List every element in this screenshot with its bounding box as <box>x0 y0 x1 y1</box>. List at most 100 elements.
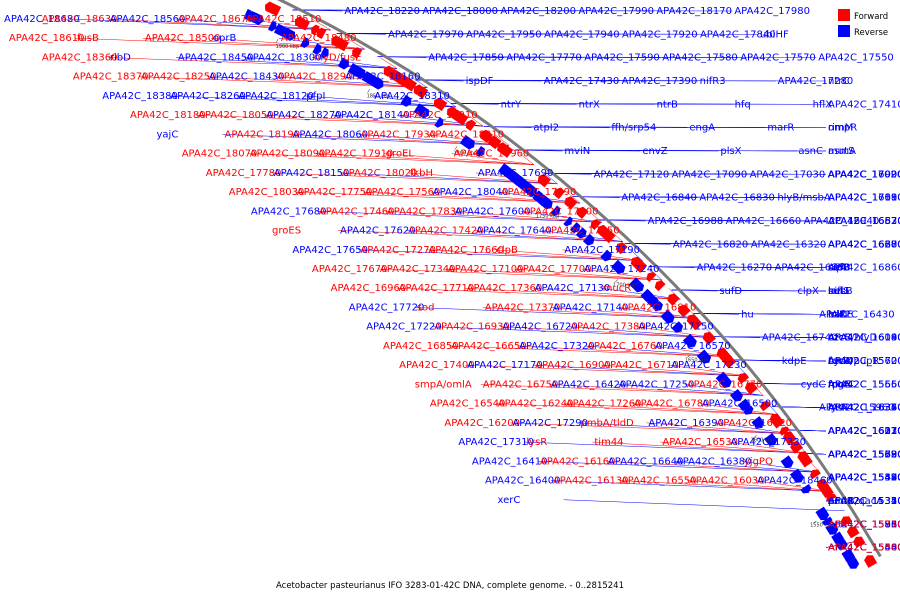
scale-tick-label: 1700 kbp <box>613 283 637 289</box>
reverse-gene-arrow <box>372 77 384 90</box>
reverse-gene-label: ffh/srp54 <box>611 123 656 134</box>
reverse-gene-label: APA42C_16660 <box>726 216 802 227</box>
reverse-gene-arrow <box>312 43 322 55</box>
forward-gene-label: APA42C_17560 <box>365 187 441 198</box>
forward-gene-label: fusB <box>77 33 99 44</box>
reverse-gene-label: APA42C_17090 <box>672 169 748 180</box>
reverse-gene-label: APA42C_15720 <box>828 449 900 460</box>
reverse-gene-label: APA42C_16870 <box>828 216 900 227</box>
reverse-gene-label: APA42C_16280 <box>828 239 900 250</box>
reverse-gene-label: APA42C_16820 <box>673 239 749 250</box>
forward-gene-arrow <box>677 304 691 318</box>
reverse-gene-label: APA42C_15860 <box>828 519 900 530</box>
forward-gene-arrow <box>491 138 502 150</box>
reverse-gene-label: mutS <box>828 146 854 157</box>
reverse-gene-arrow <box>575 227 587 239</box>
reverse-gene-label: emrB/qacA <box>828 496 883 507</box>
reverse-gene-label: marR <box>767 123 794 134</box>
reverse-gene-label: APA42C_18140 <box>334 110 410 121</box>
reverse-gene-label: APA42C_16270 <box>697 263 773 274</box>
reverse-gene-label: APA42C_15490 <box>828 473 900 484</box>
forward-gene-label: hlyD/fusE <box>314 52 362 63</box>
forward-gene-label: APA42C_17830 <box>387 206 463 217</box>
legend-reverse-label: Reverse <box>854 28 888 38</box>
reverse-gene-arrow <box>614 263 626 275</box>
legend-reverse-swatch <box>838 25 850 37</box>
reverse-gene-label: APA42C_17140 <box>553 302 629 313</box>
label-connector-line <box>630 249 643 261</box>
forward-gene-label: APA42C_17340 <box>380 264 456 275</box>
scale-tick-label: 1850 kbp <box>367 94 391 100</box>
label-connector-line <box>316 211 602 223</box>
reverse-gene-label: APA42C_18060 <box>293 129 369 140</box>
reverse-gene-label: APA42C_15380 <box>828 473 900 484</box>
reverse-gene-label: fcuA <box>828 379 850 390</box>
label-connector-line <box>605 461 820 473</box>
reverse-gene-label: ompR <box>828 123 857 134</box>
label-connector-line <box>465 364 748 377</box>
label-connector-line <box>384 211 602 223</box>
reverse-gene-label: APA42C_18380 <box>102 91 178 102</box>
label-connector-line <box>278 37 365 50</box>
label-connector-line <box>624 243 827 245</box>
label-connector-line <box>474 230 623 242</box>
reverse-gene-label: APA42C_15650 <box>828 379 900 390</box>
label-connector-line <box>618 307 699 319</box>
reverse-gene-arrow <box>550 205 561 216</box>
gene-features <box>243 1 878 569</box>
reverse-gene-label: APA42C_16740 <box>762 333 838 344</box>
reverse-gene-label: APA42C_16340 <box>828 403 900 414</box>
reverse-gene-label: yajC <box>157 129 179 140</box>
label-connector-line <box>588 211 602 223</box>
label-connector-line <box>311 18 331 31</box>
label-connector-line <box>440 95 457 108</box>
reverse-gene-arrow <box>835 538 848 550</box>
reverse-gene-label: APA42C_17280 <box>778 76 854 87</box>
reverse-gene-label: APA42C_18310 <box>374 91 450 102</box>
forward-gene-label: APA42C_17930 <box>361 129 437 140</box>
forward-gene-label: APA42C_17260 <box>566 399 642 410</box>
label-connector-line <box>450 103 827 105</box>
forward-gene-arrow <box>568 199 578 210</box>
reverse-gene-arrow <box>640 288 654 302</box>
reverse-gene-label: APA42C_16210 <box>828 426 900 437</box>
reverse-gene-label: sufD <box>719 286 742 297</box>
forward-gene-arrow <box>340 40 349 52</box>
forward-gene-arrow <box>618 244 628 255</box>
forward-gene-label: sod <box>417 302 435 313</box>
label-connector-line <box>572 196 827 198</box>
forward-gene-label: APA42C_17460 <box>319 206 395 217</box>
scale-tick-mark <box>454 145 458 150</box>
reverse-gene-label: APA42C_17970 <box>388 29 464 40</box>
reverse-gene-arrow <box>419 107 430 119</box>
reverse-gene-label: APA42C_18680 <box>4 14 80 25</box>
reverse-gene-arrow <box>821 516 833 526</box>
label-connector-line <box>452 211 602 223</box>
reverse-gene-label: hfq <box>735 99 751 110</box>
reverse-gene-label: ntrC <box>828 76 849 87</box>
scale-tick-mark <box>275 38 279 43</box>
reverse-gene-label: APA42C_18430 <box>209 72 285 83</box>
reverse-gene-label: asmA <box>828 146 856 157</box>
forward-gene-label: APA42C_16780 <box>634 399 710 410</box>
reverse-gene-label: APA42C_17130 <box>535 283 611 294</box>
reverse-gene-label: APA42C_15680 <box>828 449 900 460</box>
reverse-gene-arrow <box>793 473 805 483</box>
label-connector-line <box>292 9 733 12</box>
reverse-gene-label: APA42C_15590 <box>828 449 900 460</box>
reverse-gene-arrow <box>847 557 860 569</box>
forward-gene-label: APA42C_18510 <box>246 14 322 25</box>
reverse-gene-arrow <box>701 354 712 364</box>
label-connector-line <box>311 57 398 69</box>
reverse-gene-label: nifR3 <box>700 76 726 87</box>
reverse-gene-label: APA42C_17950 <box>466 29 542 40</box>
reverse-gene-label: APA42C_17410 <box>828 99 900 110</box>
reverse-gene-label: APA42C_16140 <box>828 333 900 344</box>
reverse-gene-label: ntrY <box>501 99 522 110</box>
forward-gene-label: APA42C_16810 <box>621 302 697 313</box>
forward-gene-arrow <box>737 372 750 384</box>
reverse-gene-label: APA42C_16380 <box>676 456 752 467</box>
reverse-gene-label: APA42C_18460 <box>757 476 833 487</box>
forward-gene-label: yjgPQ <box>744 456 773 467</box>
legend-forward-swatch <box>838 9 850 21</box>
